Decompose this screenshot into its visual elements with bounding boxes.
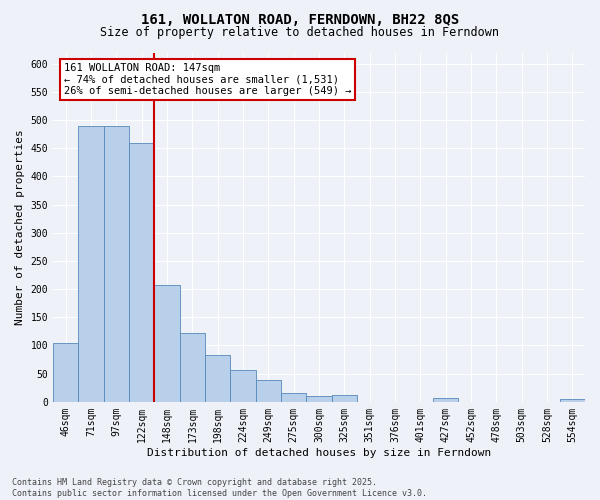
Text: 161, WOLLATON ROAD, FERNDOWN, BH22 8QS: 161, WOLLATON ROAD, FERNDOWN, BH22 8QS [141,12,459,26]
Bar [53,342,79,402]
Y-axis label: Number of detached properties: Number of detached properties [15,130,25,325]
Text: Contains HM Land Registry data © Crown copyright and database right 2025.
Contai: Contains HM Land Registry data © Crown c… [12,478,427,498]
Bar [230,370,256,402]
Text: Size of property relative to detached houses in Ferndown: Size of property relative to detached ho… [101,26,499,39]
Bar [560,399,585,402]
Bar [205,355,230,402]
Bar [129,142,154,402]
Bar [79,126,104,402]
Bar [332,395,357,402]
Bar [307,396,332,402]
Bar [104,126,129,402]
Bar [179,333,205,402]
Bar [433,398,458,402]
X-axis label: Distribution of detached houses by size in Ferndown: Distribution of detached houses by size … [147,448,491,458]
Bar [256,380,281,402]
Text: 161 WOLLATON ROAD: 147sqm
← 74% of detached houses are smaller (1,531)
26% of se: 161 WOLLATON ROAD: 147sqm ← 74% of detac… [64,63,351,96]
Bar [281,394,307,402]
Bar [154,285,179,402]
